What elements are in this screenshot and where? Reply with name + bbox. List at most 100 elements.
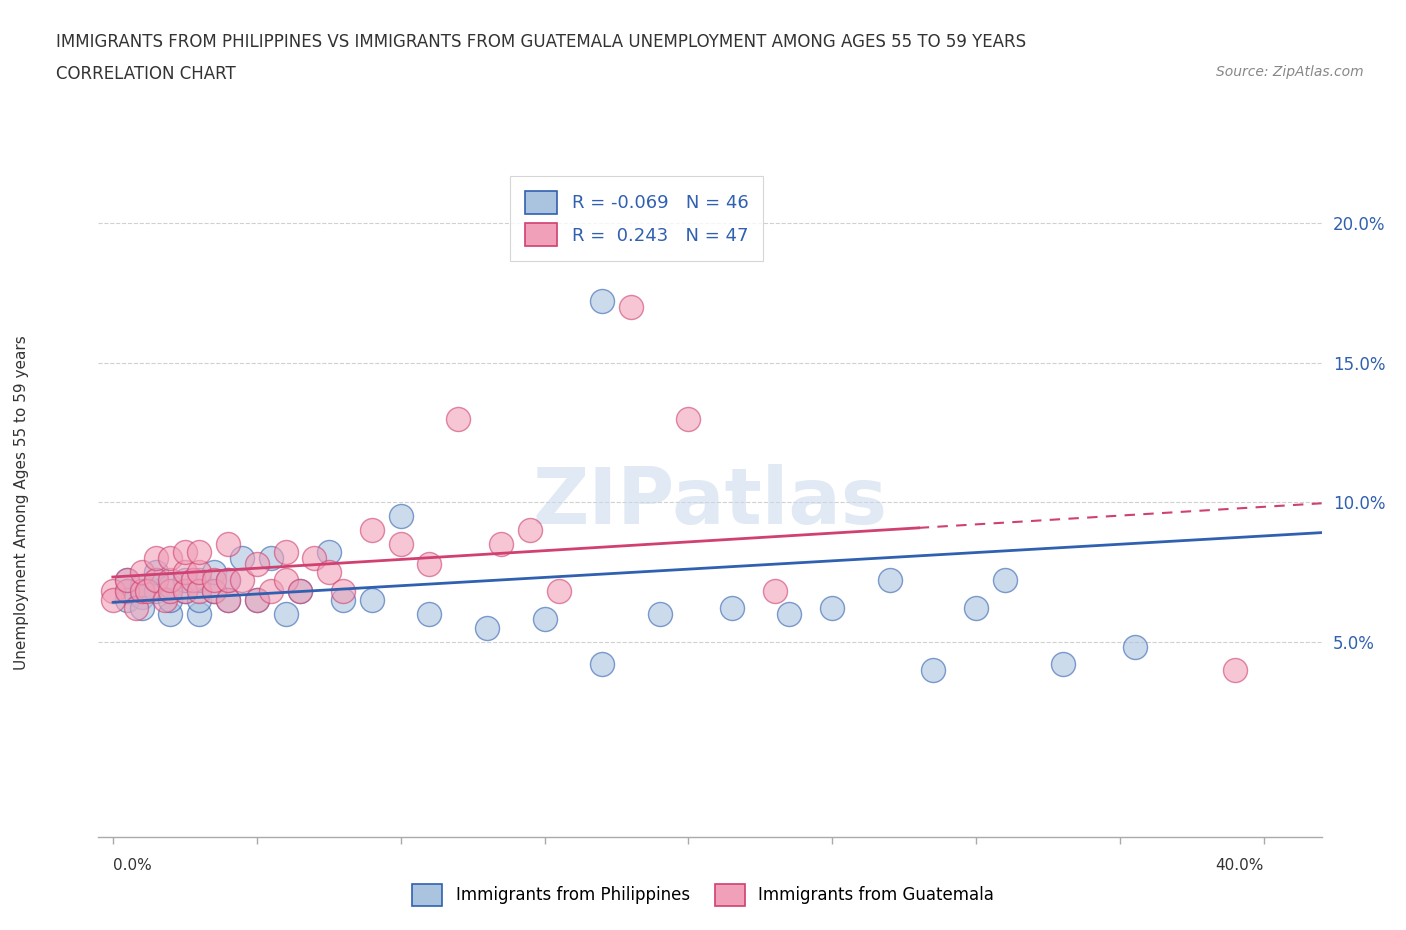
Point	[159, 584, 181, 599]
Text: CORRELATION CHART: CORRELATION CHART	[56, 65, 236, 83]
Point	[202, 573, 225, 588]
Point	[389, 509, 412, 524]
Point	[1123, 640, 1146, 655]
Point	[318, 545, 340, 560]
Point	[173, 573, 195, 588]
Point	[246, 556, 269, 571]
Legend: Immigrants from Philippines, Immigrants from Guatemala: Immigrants from Philippines, Immigrants …	[405, 878, 1001, 912]
Point	[231, 573, 253, 588]
Point	[491, 537, 513, 551]
Point	[246, 592, 269, 607]
Point	[332, 592, 354, 607]
Point	[922, 662, 945, 677]
Text: ZIPatlas: ZIPatlas	[533, 464, 887, 540]
Point	[173, 565, 195, 579]
Point	[1225, 662, 1247, 677]
Point	[131, 578, 153, 593]
Point	[318, 565, 340, 579]
Text: Source: ZipAtlas.com: Source: ZipAtlas.com	[1216, 65, 1364, 79]
Point	[188, 592, 211, 607]
Point	[217, 537, 239, 551]
Point	[994, 573, 1017, 588]
Point	[145, 573, 167, 588]
Point	[475, 620, 498, 635]
Point	[274, 573, 297, 588]
Point	[288, 584, 311, 599]
Point	[763, 584, 786, 599]
Point	[188, 606, 211, 621]
Point	[202, 584, 225, 599]
Point	[101, 592, 124, 607]
Point	[173, 584, 195, 599]
Point	[360, 592, 382, 607]
Point	[159, 592, 181, 607]
Point	[260, 584, 283, 599]
Point	[115, 584, 138, 599]
Point	[173, 584, 195, 599]
Point	[131, 590, 153, 604]
Point	[188, 545, 211, 560]
Point	[145, 584, 167, 599]
Point	[131, 565, 153, 579]
Point	[447, 411, 470, 426]
Point	[115, 573, 138, 588]
Point	[648, 606, 671, 621]
Text: 40.0%: 40.0%	[1216, 858, 1264, 873]
Point	[418, 606, 440, 621]
Point	[159, 573, 181, 588]
Point	[217, 573, 239, 588]
Point	[101, 584, 124, 599]
Point	[188, 565, 211, 579]
Point	[159, 606, 181, 621]
Point	[145, 565, 167, 579]
Point	[115, 573, 138, 588]
Point	[217, 573, 239, 588]
Point	[188, 573, 211, 588]
Legend: R = -0.069   N = 46, R =  0.243   N = 47: R = -0.069 N = 46, R = 0.243 N = 47	[510, 177, 763, 260]
Point	[879, 573, 901, 588]
Point	[332, 584, 354, 599]
Point	[217, 592, 239, 607]
Point	[188, 584, 211, 599]
Text: Unemployment Among Ages 55 to 59 years: Unemployment Among Ages 55 to 59 years	[14, 335, 28, 670]
Point	[131, 584, 153, 599]
Point	[720, 601, 742, 616]
Point	[591, 294, 613, 309]
Point	[159, 551, 181, 565]
Point	[159, 578, 181, 593]
Point	[202, 565, 225, 579]
Point	[778, 606, 800, 621]
Point	[115, 592, 138, 607]
Point	[145, 551, 167, 565]
Point	[288, 584, 311, 599]
Point	[260, 551, 283, 565]
Point	[304, 551, 326, 565]
Point	[183, 573, 205, 588]
Point	[202, 584, 225, 599]
Point	[620, 299, 643, 314]
Point	[389, 537, 412, 551]
Point	[246, 592, 269, 607]
Point	[1052, 657, 1074, 671]
Point	[136, 584, 159, 599]
Point	[145, 573, 167, 588]
Text: IMMIGRANTS FROM PHILIPPINES VS IMMIGRANTS FROM GUATEMALA UNEMPLOYMENT AMONG AGES: IMMIGRANTS FROM PHILIPPINES VS IMMIGRANT…	[56, 33, 1026, 50]
Point	[274, 606, 297, 621]
Point	[231, 551, 253, 565]
Point	[533, 612, 555, 627]
Point	[548, 584, 571, 599]
Point	[115, 584, 138, 599]
Point	[274, 545, 297, 560]
Point	[153, 592, 176, 607]
Point	[519, 523, 541, 538]
Point	[965, 601, 987, 616]
Point	[173, 545, 195, 560]
Point	[360, 523, 382, 538]
Point	[131, 601, 153, 616]
Point	[821, 601, 844, 616]
Point	[217, 592, 239, 607]
Point	[418, 556, 440, 571]
Point	[591, 657, 613, 671]
Point	[678, 411, 700, 426]
Text: 0.0%: 0.0%	[112, 858, 152, 873]
